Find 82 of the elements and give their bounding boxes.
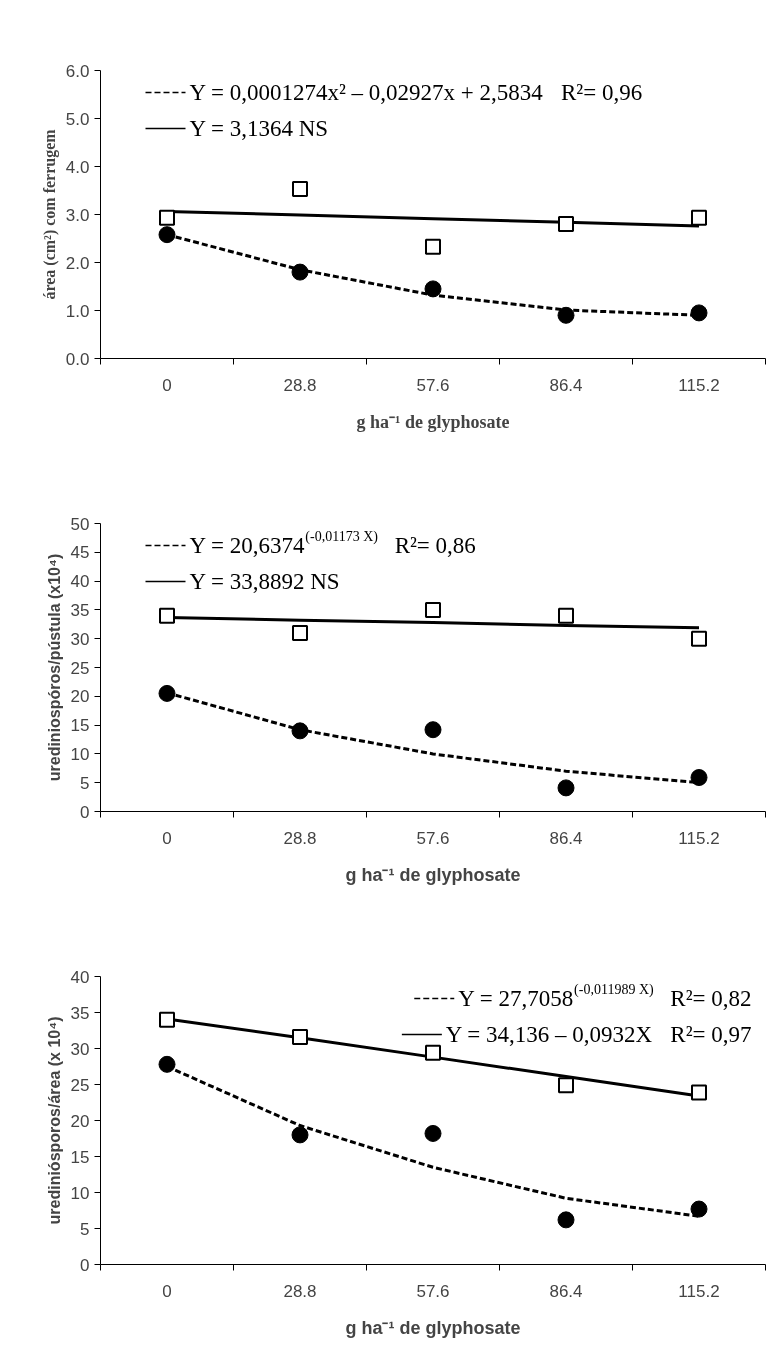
y-tick-label: 0 bbox=[80, 1255, 90, 1275]
point bbox=[158, 684, 176, 702]
point bbox=[425, 1044, 441, 1061]
y-tick-label: 20 bbox=[70, 1111, 90, 1131]
y-tick-label: 10 bbox=[70, 1183, 90, 1203]
point bbox=[424, 721, 442, 739]
y-tick-label: 6.0 bbox=[65, 61, 90, 81]
point bbox=[690, 304, 708, 322]
point bbox=[558, 607, 574, 624]
y-tick-label: 1.0 bbox=[65, 301, 90, 321]
point bbox=[291, 263, 309, 281]
y-tick-label: 0.0 bbox=[65, 349, 90, 369]
x-tick-label: 57.6 bbox=[416, 828, 450, 848]
y-tick-label: 30 bbox=[70, 1039, 90, 1059]
y-tick-label: 35 bbox=[70, 600, 90, 620]
point bbox=[292, 1028, 308, 1045]
point bbox=[425, 238, 441, 255]
point bbox=[558, 216, 574, 233]
x-tick-label: 0 bbox=[162, 828, 172, 848]
point bbox=[691, 1084, 707, 1101]
y-axis-title: área (cm²) com ferrugem bbox=[40, 128, 59, 300]
point bbox=[291, 722, 309, 740]
y-tick-label: 30 bbox=[70, 629, 90, 649]
y-tick-label: 20 bbox=[70, 687, 90, 707]
point bbox=[424, 280, 442, 298]
y-axis-title: urediniósporos/área (x 10⁴) bbox=[45, 1016, 63, 1225]
point bbox=[158, 1055, 176, 1073]
y-tick-label: 35 bbox=[70, 1003, 90, 1023]
x-tick-label: 115.2 bbox=[678, 375, 720, 395]
x-axis-title: g ha⁻¹ de glyphosate bbox=[345, 864, 521, 885]
point bbox=[557, 1211, 575, 1229]
x-tick-label: 86.4 bbox=[549, 828, 583, 848]
legend-label: Y = 34,136 – 0,0932X R²= 0,97 bbox=[445, 1022, 752, 1047]
point bbox=[690, 769, 708, 786]
y-tick-label: 3.0 bbox=[65, 205, 90, 225]
y-tick-label: 25 bbox=[70, 1075, 90, 1095]
point bbox=[159, 607, 175, 624]
point bbox=[558, 1077, 574, 1094]
y-tick-label: 4.0 bbox=[65, 157, 90, 177]
y-tick-label: 10 bbox=[70, 744, 90, 764]
x-tick-label: 28.8 bbox=[283, 375, 317, 395]
point bbox=[557, 779, 575, 797]
y-tick-label: 5 bbox=[80, 1219, 90, 1239]
y-tick-label: 15 bbox=[70, 1147, 90, 1167]
legend-label: Y = 33,8892 NS bbox=[189, 569, 340, 594]
x-tick-label: 86.4 bbox=[549, 375, 583, 395]
y-axis-title: urediniospóros/pústula (x10⁴) bbox=[45, 553, 63, 782]
x-tick-label: 0 bbox=[162, 1281, 172, 1301]
x-axis-title: g ha⁻¹ de glyphosate bbox=[356, 411, 510, 432]
legend-label: Y = 0,0001274x² – 0,02927x + 2,5834 R²= 0,96 bbox=[189, 80, 643, 105]
point bbox=[557, 306, 575, 324]
point bbox=[291, 1126, 309, 1144]
x-tick-label: 57.6 bbox=[416, 375, 450, 395]
y-tick-label: 5 bbox=[80, 773, 90, 793]
x-tick-label: 57.6 bbox=[416, 1281, 450, 1301]
point bbox=[159, 209, 175, 226]
x-axis-title: g ha⁻¹ de glyphosate bbox=[345, 1317, 521, 1338]
y-tick-label: 40 bbox=[70, 967, 90, 987]
point bbox=[424, 1124, 442, 1142]
x-tick-label: 0 bbox=[162, 375, 172, 395]
y-tick-label: 0 bbox=[80, 802, 90, 822]
y-tick-label: 15 bbox=[70, 716, 90, 736]
y-tick-label: 25 bbox=[70, 658, 90, 678]
point bbox=[690, 1200, 708, 1218]
y-tick-label: 40 bbox=[70, 572, 90, 592]
y-tick-label: 5.0 bbox=[65, 109, 90, 129]
point bbox=[158, 226, 176, 244]
point bbox=[691, 630, 707, 647]
point bbox=[425, 601, 441, 618]
y-tick-label: 45 bbox=[70, 543, 90, 563]
legend-label: Y = 3,1364 NS bbox=[189, 116, 329, 141]
point bbox=[292, 624, 308, 641]
y-tick-label: 2.0 bbox=[65, 253, 90, 273]
point bbox=[691, 209, 707, 226]
x-tick-label: 115.2 bbox=[678, 828, 720, 848]
x-tick-label: 115.2 bbox=[678, 1281, 720, 1301]
y-tick-label: 50 bbox=[70, 514, 90, 534]
x-tick-label: 86.4 bbox=[549, 1281, 583, 1301]
point bbox=[292, 181, 308, 198]
point bbox=[159, 1011, 175, 1028]
x-tick-label: 28.8 bbox=[283, 828, 317, 848]
x-tick-label: 28.8 bbox=[283, 1281, 317, 1301]
